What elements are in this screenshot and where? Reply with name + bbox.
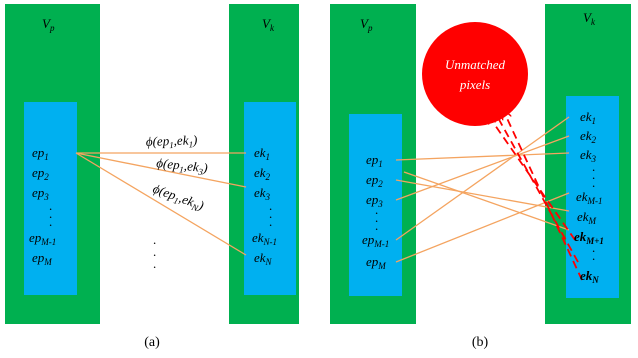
ellipsis-dot: .: [49, 206, 52, 221]
ek-item: ekN-1: [252, 230, 277, 247]
unmatched-arrow: [505, 114, 583, 281]
ek-item: ekN: [580, 268, 599, 285]
ellipsis-dot: .: [592, 175, 595, 190]
vk-label-a: Vk: [262, 16, 275, 33]
edge-b: [395, 152, 570, 161]
unmatched-label-line1: Unmatched: [445, 57, 505, 72]
ellipsis-dot: .: [269, 206, 272, 221]
edge-ep1-ekN: [75, 152, 247, 256]
ellipsis-dot: .: [592, 167, 595, 182]
ep-item: epM: [32, 250, 52, 267]
unmatched-label-line2: pixels: [459, 77, 490, 92]
ep-item: epM-1: [29, 230, 56, 247]
vk-label-b: Vk: [583, 10, 596, 27]
ek-item: ek2: [254, 165, 271, 182]
ellipsis-dot: .: [49, 214, 52, 229]
ek-item: ekN: [254, 250, 273, 267]
caption-a: (a): [144, 335, 160, 350]
ellipsis-dot: .: [153, 232, 156, 247]
vk-inner-box-a: [244, 102, 296, 295]
vp-label-b: Vp: [360, 16, 373, 33]
ellipsis-dot: .: [153, 244, 156, 259]
ellipsis-dot: .: [375, 210, 378, 225]
unmatched-arrow: [497, 116, 579, 263]
vp-label-a: Vp: [42, 16, 55, 33]
ek-item: ekM+1: [574, 229, 604, 246]
edge-b: [395, 179, 570, 212]
caption-b: (b): [472, 335, 489, 350]
ep-item: ep2: [32, 165, 49, 182]
ellipsis-dot: .: [375, 202, 378, 217]
ellipsis-dot: .: [153, 256, 156, 271]
edge-b: [395, 116, 570, 241]
ep-item: ep3: [366, 192, 383, 209]
panel-b: Vp Vk Unmatched pixels ep1 ep2 ep3 . . .…: [330, 4, 631, 350]
ellipsis-dot: .: [592, 248, 595, 263]
unmatched-arrow: [490, 118, 576, 241]
unmatched-pixels-blob: [422, 22, 528, 126]
ellipsis-dot: .: [269, 214, 272, 229]
ellipsis-dot: .: [269, 198, 272, 213]
ek-item: ek3: [580, 147, 597, 164]
phi-label-3: ϕ(ep1,ekN): [150, 181, 206, 215]
ellipsis-dot: .: [592, 240, 595, 255]
ep-item: ep2: [366, 172, 383, 189]
ep-item: epM: [366, 254, 386, 271]
panel-a: Vp Vk ϕ(ep1,ek1) ϕ(ep1,ek3) ϕ(ep1,ekN) e…: [5, 4, 299, 350]
ek-item: ek3: [254, 185, 271, 202]
ep-item: ep1: [32, 145, 49, 162]
ep-item: ep1: [366, 152, 383, 169]
edge-b: [395, 192, 570, 263]
ek-item: ek1: [254, 145, 270, 162]
ek-item: ekM-1: [576, 189, 603, 206]
edge-b: [395, 135, 570, 201]
edge-b: [403, 171, 570, 231]
ek-item: ek2: [580, 128, 597, 145]
phi-label-2: ϕ(ep1,ek3): [155, 155, 208, 177]
edge-ep1-ek3: [75, 152, 247, 188]
phi-label-1: ϕ(ep1,ek1): [146, 132, 198, 151]
ellipsis-dot: .: [49, 198, 52, 213]
ep-item: ep3: [32, 185, 49, 202]
ek-item: ekM: [577, 209, 597, 226]
ellipsis-dot: .: [592, 159, 595, 174]
vp-inner-box-a: [24, 102, 77, 295]
ep-item: epM-1: [362, 232, 389, 249]
ellipsis-dot: .: [375, 218, 378, 233]
ek-item: ek1: [580, 109, 596, 126]
vp-inner-box-b: [349, 114, 402, 296]
